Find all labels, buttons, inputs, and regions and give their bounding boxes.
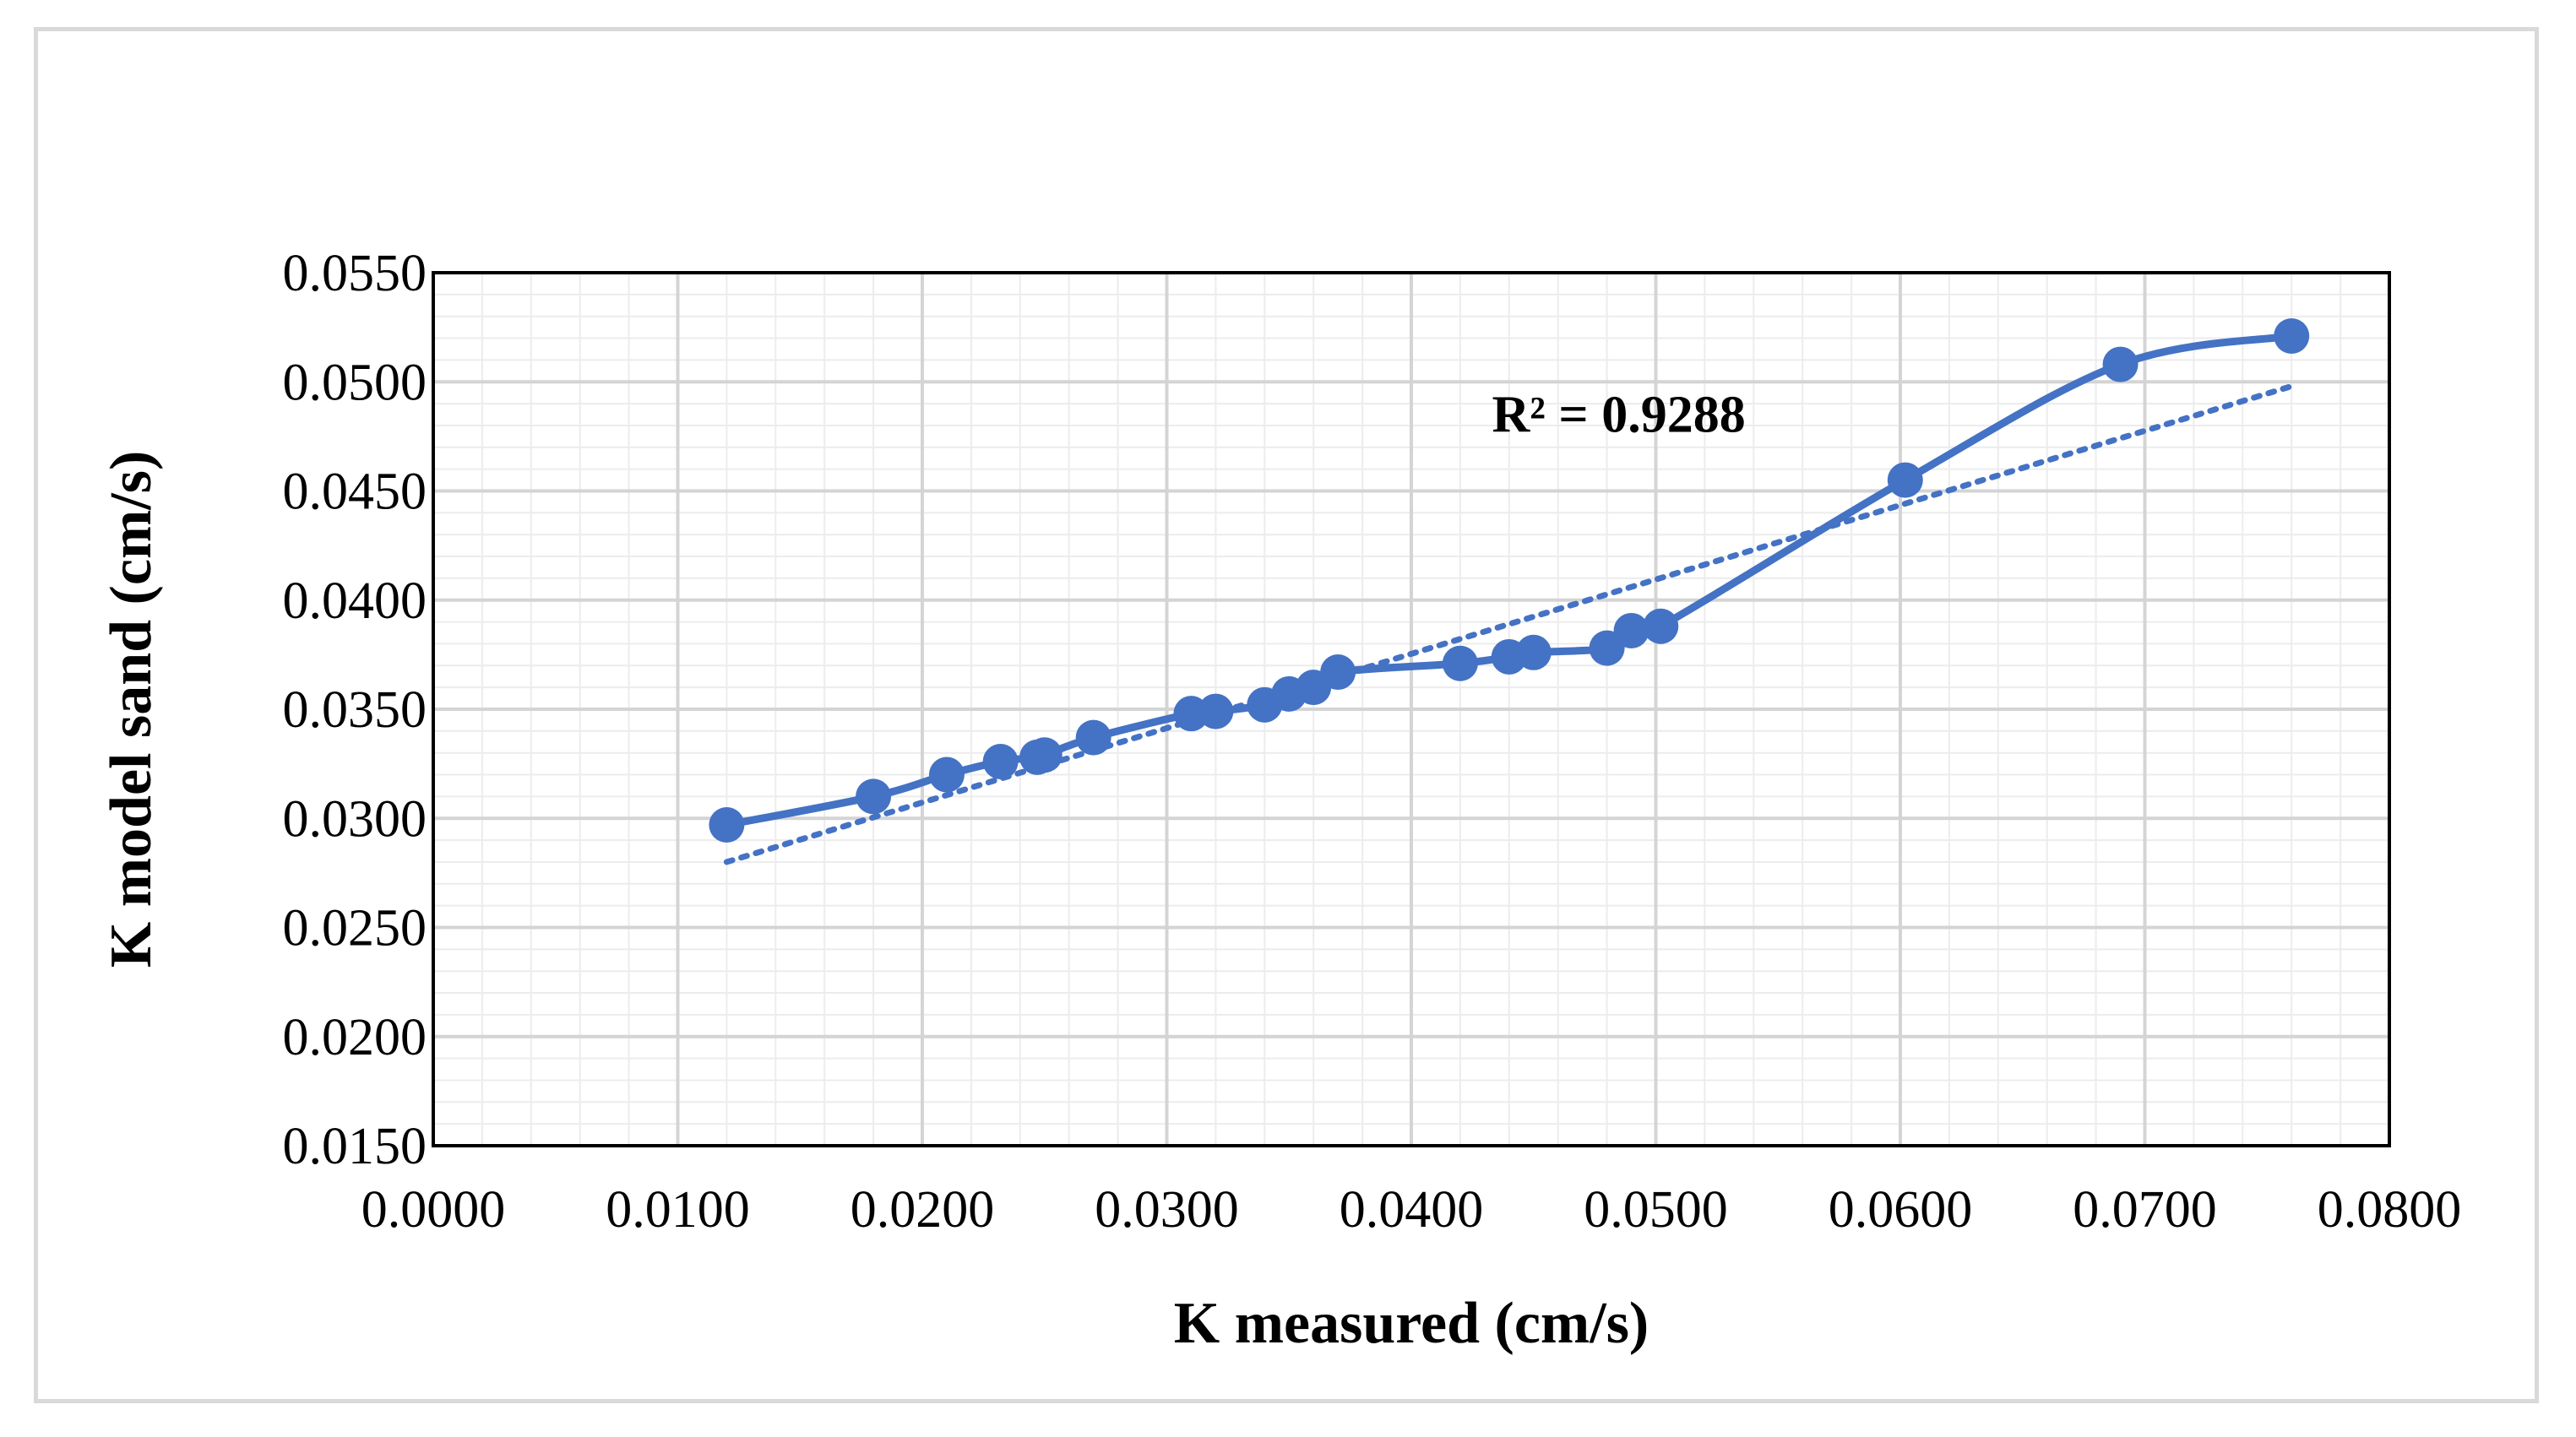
x-tick-label: 0.0200 xyxy=(851,1181,995,1239)
trendline-layer xyxy=(723,382,2295,865)
y-tick-label: 0.0550 xyxy=(283,245,427,302)
x-tick-label: 0.0300 xyxy=(1095,1181,1239,1239)
data-point xyxy=(1589,630,1625,666)
data-point xyxy=(1026,737,1062,773)
x-tick-label: 0.0000 xyxy=(361,1181,506,1239)
data-point xyxy=(1075,719,1111,756)
y-tick-label: 0.0350 xyxy=(283,681,427,739)
data-point xyxy=(709,807,745,843)
x-tick-label: 0.0700 xyxy=(2073,1181,2217,1239)
data-point xyxy=(2102,346,2139,382)
data-point xyxy=(1198,693,1234,729)
data-point xyxy=(1515,634,1552,670)
r-squared-label: R² = 0.9288 xyxy=(1492,387,1746,444)
y-tick-label: 0.0200 xyxy=(283,1009,427,1066)
data-point xyxy=(982,744,1019,780)
data-point xyxy=(1643,608,1679,644)
x-tick-label: 0.0400 xyxy=(1340,1181,1484,1239)
data-point xyxy=(1320,654,1356,691)
series-layer xyxy=(709,317,2310,843)
y-axis-title: K model sand (cm/s) xyxy=(99,451,164,968)
y-tick-label: 0.0300 xyxy=(283,790,427,848)
y-tick-label: 0.0500 xyxy=(283,354,427,411)
linear-trendline xyxy=(723,382,2295,865)
plot-area-border xyxy=(432,271,2391,1147)
data-point xyxy=(1887,462,1923,498)
y-tick-label: 0.0250 xyxy=(283,900,427,957)
y-tick-label: 0.0400 xyxy=(283,572,427,630)
x-axis-tick-labels: 0.0000 0.0100 0.0200 0.0300 0.0400 0.0500 0.06… xyxy=(361,1181,2462,1239)
data-point xyxy=(2274,317,2310,354)
data-point xyxy=(1613,612,1649,648)
x-tick-label: 0.0600 xyxy=(1829,1181,1973,1239)
y-tick-label: 0.0150 xyxy=(283,1118,427,1175)
x-axis-title: K measured (cm/s) xyxy=(1174,1291,1649,1356)
data-point xyxy=(856,778,892,815)
x-tick-label: 0.0500 xyxy=(1584,1181,1728,1239)
y-axis-tick-labels: 0.0150 0.0200 0.0250 0.0300 0.0350 0.0400 0.04… xyxy=(283,245,427,1175)
x-tick-label: 0.0800 xyxy=(2318,1181,2462,1239)
x-tick-label: 0.0100 xyxy=(606,1181,750,1239)
data-point xyxy=(928,756,965,793)
y-tick-label: 0.0450 xyxy=(283,464,427,521)
major-gridlines xyxy=(433,273,2389,1146)
data-point xyxy=(1442,645,1478,681)
